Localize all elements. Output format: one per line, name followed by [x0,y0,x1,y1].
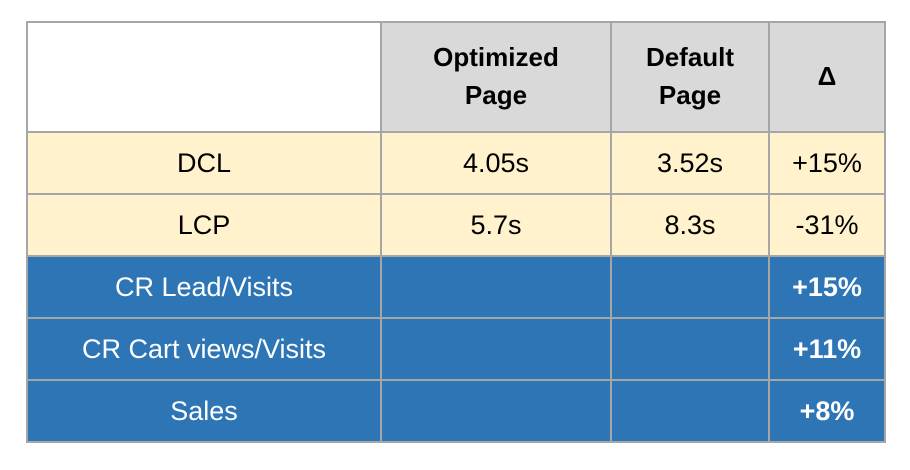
header-optimized-page: Optimized Page [380,21,612,133]
metrics-comparison-table: Optimized Page Default Page Δ DCL 4.05s … [26,21,886,443]
optimized-value-cell [380,379,612,443]
header-delta-label: Δ [817,61,837,92]
header-default-page-label: Default Page [645,42,735,110]
default-value-cell: 3.52s [610,131,770,195]
optimized-value-cell [380,255,612,319]
header-row: Optimized Page Default Page Δ [26,21,886,133]
row-label-cell: LCP [26,193,382,257]
default-value-cell [610,317,770,381]
row-label-cell: CR Cart views/Visits [26,317,382,381]
delta-value-cell: +8% [768,379,886,443]
optimized-value-cell: 4.05s [380,131,612,195]
delta-value-cell: -31% [768,193,886,257]
table-row-sales: Sales +8% [26,379,886,443]
header-optimized-page-label: Optimized Page [433,42,559,110]
table-row-dcl: DCL 4.05s 3.52s +15% [26,131,886,195]
table-row-cr-cart-views-visits: CR Cart views/Visits +11% [26,317,886,381]
optimized-value-cell: 5.7s [380,193,612,257]
default-value-cell [610,379,770,443]
row-label-cell: DCL [26,131,382,195]
delta-value-cell: +15% [768,255,886,319]
table-row-cr-lead-visits: CR Lead/Visits +15% [26,255,886,319]
default-value-cell [610,255,770,319]
optimized-value-cell [380,317,612,381]
default-value-cell: 8.3s [610,193,770,257]
delta-value-cell: +15% [768,131,886,195]
header-blank-cell [26,21,382,133]
header-default-page: Default Page [610,21,770,133]
table-row-lcp: LCP 5.7s 8.3s -31% [26,193,886,257]
header-delta: Δ [768,21,886,133]
row-label-cell: Sales [26,379,382,443]
delta-value-cell: +11% [768,317,886,381]
row-label-cell: CR Lead/Visits [26,255,382,319]
